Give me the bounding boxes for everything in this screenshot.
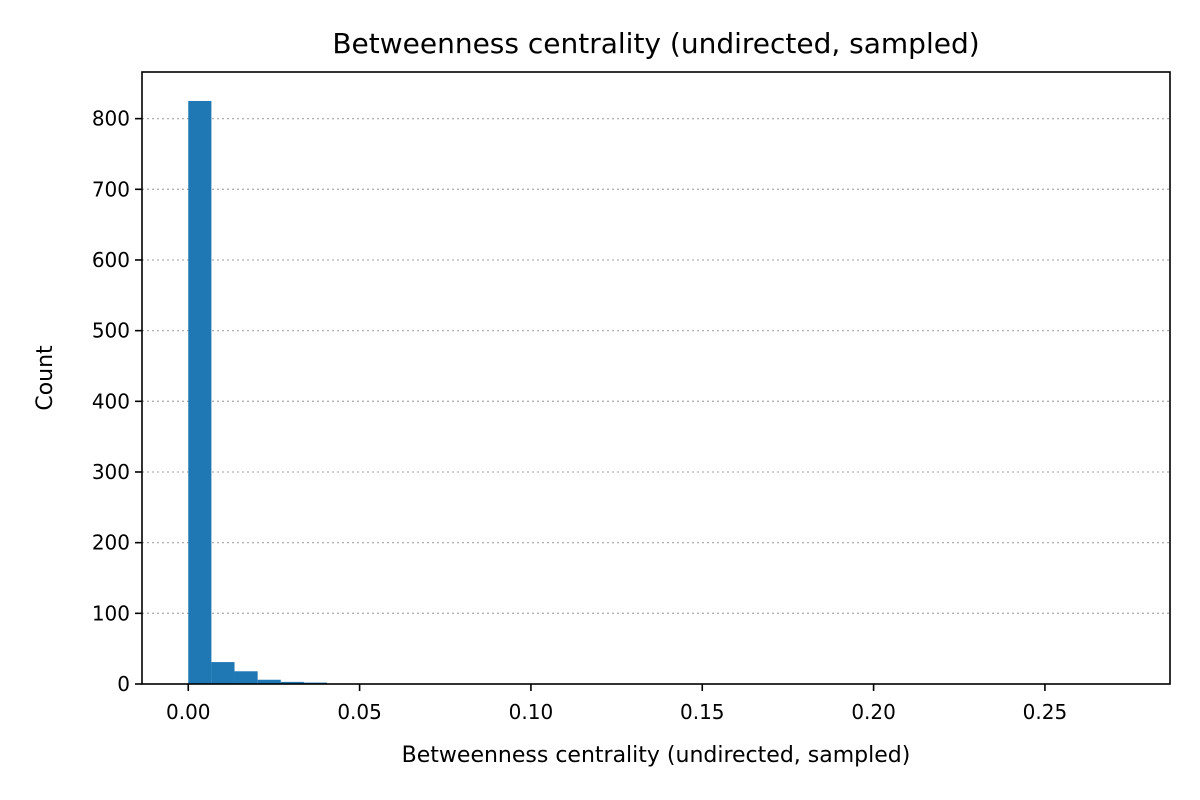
x-tick-label: 0.20 [851,700,896,724]
y-tick-label: 0 [117,672,130,696]
y-tick-label: 400 [92,389,130,413]
y-tick-label: 800 [92,107,130,131]
y-tick-label: 100 [92,601,130,625]
chart-title: Betweenness centrality (undirected, samp… [332,27,979,60]
y-axis-label: Count [33,345,58,411]
x-axis-ticks: 0.00 0.05 0.10 0.15 0.20 0.25 [166,684,1067,724]
y-tick-label: 700 [92,177,130,201]
x-tick-label: 0.25 [1023,700,1068,724]
histogram-bar [234,671,258,684]
y-tick-label: 500 [92,319,130,343]
x-axis-label: Betweenness centrality (undirected, samp… [402,743,911,768]
histogram-bar [188,100,212,684]
histogram-bar [257,679,281,684]
bars [188,100,328,684]
histogram-bar [280,681,304,684]
grid-lines [142,117,1170,614]
plot-frame [141,71,1171,685]
x-tick-label: 0.10 [509,700,554,724]
x-tick-label: 0.15 [680,700,725,724]
y-tick-label: 600 [92,248,130,272]
y-tick-label: 200 [92,531,130,555]
y-tick-label: 300 [92,460,130,484]
histogram-bar [211,662,235,684]
x-tick-label: 0.05 [337,700,382,724]
x-tick-label: 0.00 [166,700,211,724]
y-axis-ticks: 0 100 200 300 400 500 600 700 800 [92,107,142,696]
